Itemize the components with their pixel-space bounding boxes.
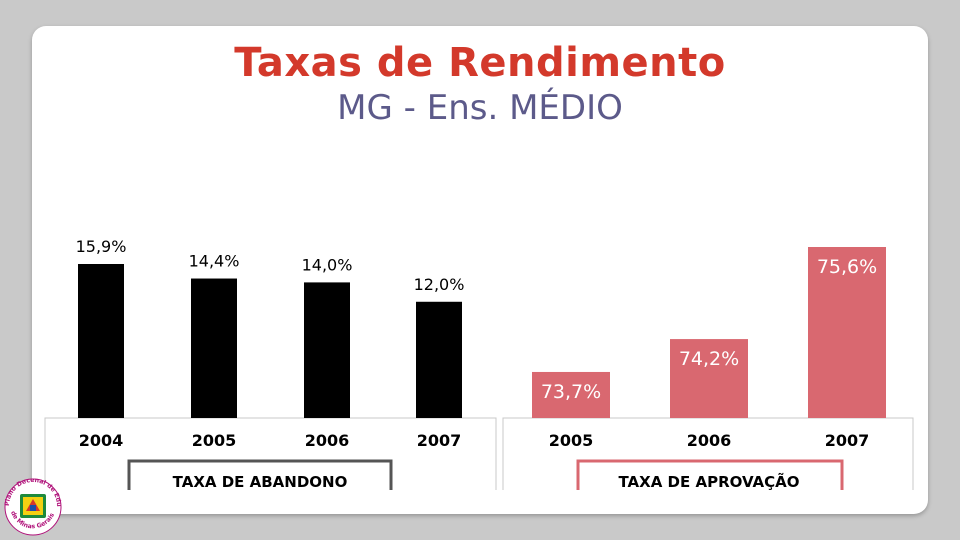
aprovacao-tick-label-2005: 2005 [549, 431, 594, 450]
abandono-bar-2006 [304, 282, 350, 418]
abandono-data-label-2007: 12,0% [414, 275, 465, 294]
abandono-data-label-2006: 14,0% [302, 255, 353, 274]
aprovacao-bar-2007 [808, 247, 886, 418]
aprovacao-axis-label: TAXA DE APROVAÇÃO [618, 472, 799, 491]
abandono-axis-label: TAXA DE ABANDONO [173, 473, 348, 491]
aprovacao-chart: 73,7% 2005 74,2% 2006 75,6% 2007 [532, 247, 886, 450]
abandono-tick-label-2007: 2007 [417, 431, 462, 450]
slide-title: Taxas de Rendimento [234, 40, 726, 86]
abandono-tick-label-2006: 2006 [305, 431, 350, 450]
slide-card [32, 26, 928, 514]
abandono-panel-frame [44, 417, 497, 490]
abandono-data-label-2005: 14,4% [189, 252, 240, 271]
aprovacao-bar-2005 [532, 371, 610, 418]
abandono-tick-label-2005: 2005 [192, 431, 237, 450]
slide-subtitle: MG - Ens. MÉDIO [337, 88, 623, 128]
plano-decenal-logo: Plano Decenal de Educação de Minas Gerai… [2, 466, 62, 536]
aprovacao-data-label-2006: 74,2% [679, 348, 739, 370]
aprovacao-data-label-2005: 73,7% [541, 381, 601, 403]
abandono-chart: 15,9% 2004 14,4% 2005 14,0% 2006 12,0% 2007 [76, 237, 465, 450]
abandono-bar-2007 [416, 301, 462, 418]
aprovacao-label-box [576, 459, 844, 490]
aprovacao-tick-label-2007: 2007 [825, 431, 870, 450]
aprovacao-data-label-2007: 75,6% [817, 256, 877, 278]
aprovacao-tick-label-2006: 2006 [687, 431, 732, 450]
abandono-bar-2005 [191, 278, 237, 418]
aprovacao-bar-2006 [670, 339, 748, 418]
abandono-label-box [127, 459, 393, 490]
abandono-data-label-2004: 15,9% [76, 237, 127, 256]
abandono-bar-2004 [78, 264, 124, 418]
abandono-tick-label-2004: 2004 [79, 431, 124, 450]
